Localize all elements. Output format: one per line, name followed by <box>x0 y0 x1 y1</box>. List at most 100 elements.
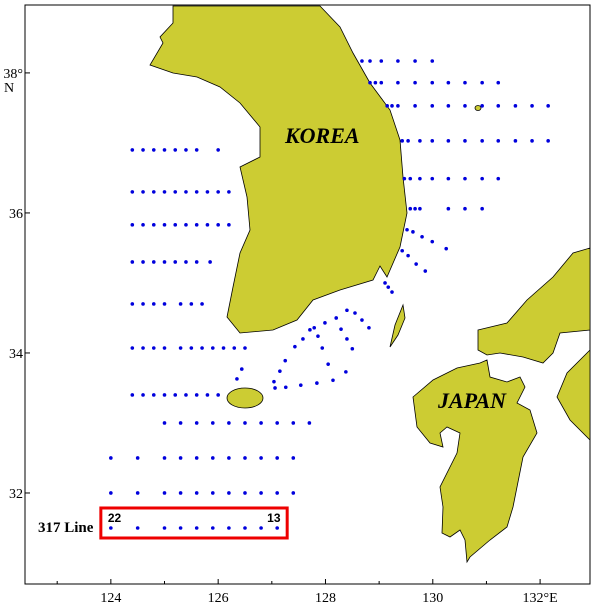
station-point <box>320 346 325 350</box>
coastlines <box>149 5 591 564</box>
station-point <box>232 346 237 350</box>
station-point <box>430 176 435 181</box>
station-point <box>480 176 484 181</box>
station-point <box>496 104 501 108</box>
station-point <box>400 248 405 253</box>
station-point <box>194 223 199 227</box>
station-point <box>463 104 467 108</box>
station-point <box>312 325 317 330</box>
station-point <box>513 139 518 143</box>
station-point <box>194 260 199 264</box>
station-point <box>184 190 188 194</box>
ulleung-island <box>474 105 482 111</box>
station-point <box>173 260 178 264</box>
shikoku-landmass <box>556 349 591 441</box>
station-point <box>243 491 247 495</box>
station-point <box>353 311 357 315</box>
station-point-317-line <box>210 526 215 530</box>
station-point <box>151 260 156 264</box>
station-point <box>243 456 247 460</box>
station-point <box>408 176 413 181</box>
station-point <box>109 491 113 495</box>
x-tick-label: 128 <box>315 591 336 606</box>
y-tick-label: 36 <box>9 207 23 222</box>
station-point <box>184 393 188 397</box>
x-tick-label: 130 <box>422 591 443 606</box>
station-point <box>141 223 145 227</box>
station-point <box>345 308 349 313</box>
station-point <box>205 190 210 194</box>
station-point <box>293 344 297 349</box>
station-point-317-line <box>109 526 113 530</box>
station-point <box>423 269 428 273</box>
station-point <box>301 337 305 341</box>
station-point <box>227 421 231 425</box>
station-point <box>162 346 167 350</box>
station-point <box>216 148 220 152</box>
station-point <box>189 302 194 306</box>
station-point <box>141 190 145 194</box>
station-point <box>379 59 384 63</box>
station-point <box>173 393 178 397</box>
station-point <box>418 206 422 211</box>
station-point-317-line <box>243 526 247 530</box>
station-point <box>194 421 199 425</box>
x-tick-label: 126 <box>208 591 229 606</box>
station-point <box>414 262 418 266</box>
station-point <box>444 246 449 251</box>
station-point <box>189 346 194 350</box>
stations <box>109 59 550 530</box>
station-point <box>430 80 435 85</box>
station-point <box>291 421 296 425</box>
station-point <box>344 370 348 374</box>
station-point <box>227 223 231 227</box>
station-point <box>390 290 394 294</box>
honshu-landmass <box>477 247 591 364</box>
station-point <box>227 190 231 194</box>
station-point <box>496 80 501 85</box>
station-point <box>418 139 422 143</box>
station-point <box>141 346 145 350</box>
station-point <box>243 346 247 350</box>
station-point <box>273 386 277 390</box>
station-point <box>184 260 188 264</box>
station-point <box>162 302 167 306</box>
station-point <box>162 148 167 152</box>
station-point-317-line <box>135 526 140 530</box>
station-point <box>530 139 534 143</box>
station-point <box>446 206 451 211</box>
station-point <box>205 393 210 397</box>
station-point <box>275 456 279 460</box>
station-point <box>162 393 167 397</box>
start-station-label: 22 <box>108 511 122 525</box>
station-point <box>530 104 534 108</box>
station-point <box>396 80 400 85</box>
station-point <box>109 456 113 460</box>
station-point <box>291 491 296 495</box>
station-point <box>141 302 145 306</box>
station-point <box>298 383 303 387</box>
station-point <box>446 139 451 143</box>
station-point <box>308 328 312 332</box>
station-point <box>420 234 424 239</box>
axis-ticks: 124 126 128 130 132°E 32 34 36 38° <box>3 67 557 606</box>
station-point <box>151 302 156 306</box>
station-point <box>259 491 263 495</box>
station-point <box>141 260 145 264</box>
station-point <box>463 206 467 211</box>
station-point <box>418 176 422 181</box>
station-point <box>221 346 226 350</box>
station-point <box>291 456 296 460</box>
station-point <box>200 346 204 350</box>
station-point <box>135 491 140 495</box>
station-point <box>216 223 220 227</box>
station-point <box>272 379 276 384</box>
station-point-317-line <box>194 526 199 530</box>
station-point <box>184 223 188 227</box>
station-point <box>373 80 378 85</box>
station-point-317-line <box>275 526 279 530</box>
station-point <box>411 230 415 234</box>
kyushu-landmass <box>412 359 538 564</box>
station-point <box>408 206 413 211</box>
